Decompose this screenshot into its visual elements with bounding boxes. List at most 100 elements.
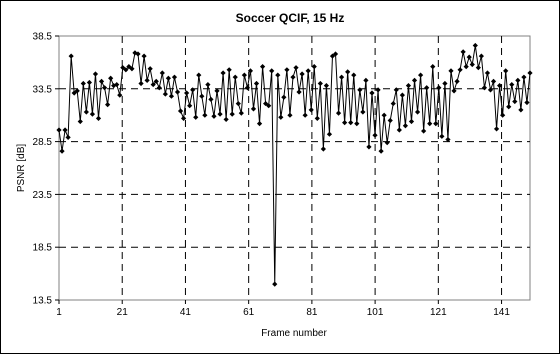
data-point [381,112,387,118]
data-point [378,148,384,154]
y-tick-label: 38.5 [33,32,53,43]
data-point [174,89,181,95]
data-point [439,133,445,139]
data-point [299,71,305,77]
data-point [418,72,424,78]
data-point [296,89,302,95]
data-point [311,64,317,70]
data-point [144,77,150,83]
data-point [101,85,108,91]
data-point [259,64,266,70]
data-point [150,81,156,88]
data-point [509,81,515,88]
data-point [217,111,223,117]
data-point [503,68,509,74]
data-point [147,66,153,72]
data-point [478,53,484,59]
data-point [497,83,503,89]
data-point [384,140,390,146]
data-point [375,87,381,93]
data-point [156,85,162,91]
y-axis-label: PSNR [dB] [16,144,27,193]
data-point [114,81,120,88]
data-point [402,123,409,129]
data-point [405,83,412,89]
data-point [393,87,399,93]
data-point [493,126,500,132]
data-point [339,74,345,80]
data-point [308,107,314,113]
data-point [238,110,244,116]
x-tick-label: 81 [306,307,318,318]
data-point [117,92,123,98]
data-point [387,117,393,124]
data-point [326,131,333,137]
data-point [153,78,159,85]
data-point [129,66,135,72]
data-point [500,112,506,118]
data-point [332,51,339,57]
data-point [281,94,287,100]
y-tick-label: 18.5 [33,243,53,254]
data-point [320,146,326,152]
data-point [366,144,372,150]
grid-lines [59,36,530,300]
data-point [59,148,65,154]
data-point [56,127,62,133]
data-point [411,77,418,83]
data-point [177,108,184,114]
data-point [244,85,250,91]
data-point [253,80,260,87]
data-point [278,114,284,120]
data-point [138,80,144,87]
data-point [396,127,402,133]
data-point [314,115,320,121]
data-point [235,100,241,107]
data-point [196,72,202,78]
chart-title: Soccer QCIF, 15 Hz [236,11,345,25]
x-tick-label: 1 [56,307,62,318]
data-point [424,85,430,91]
data-point [86,79,92,86]
x-tick-label: 121 [430,307,447,318]
data-point [527,70,533,76]
data-point [180,115,187,121]
data-point [390,100,396,107]
data-point [293,65,299,71]
data-point [256,121,263,127]
x-tick-label: 61 [243,307,255,318]
data-point [247,68,254,74]
data-point [141,53,147,59]
data-point [345,69,351,75]
data-point [108,75,114,81]
data-point [475,65,481,71]
data-point [159,70,165,76]
data-point [335,110,342,116]
data-point [521,74,527,80]
data-point [193,114,199,120]
data-point [229,111,235,117]
data-point [512,98,518,105]
data-point [77,118,83,125]
data-point [515,77,521,83]
data-point [506,104,512,110]
data-point [232,74,238,80]
data-point [414,109,421,115]
data-point [430,64,436,70]
data-point [162,91,168,97]
data-point [95,115,102,121]
data-point [451,88,457,94]
data-point [226,67,232,73]
data-point [205,81,211,88]
y-tick-label: 28.5 [33,137,53,148]
data-point [171,74,178,80]
data-point [269,68,275,74]
data-point [250,106,257,112]
data-point [92,71,99,77]
data-point [105,102,111,108]
data-point [433,121,439,127]
data-point [275,72,281,78]
data-point [287,112,293,118]
data-point [98,78,105,85]
